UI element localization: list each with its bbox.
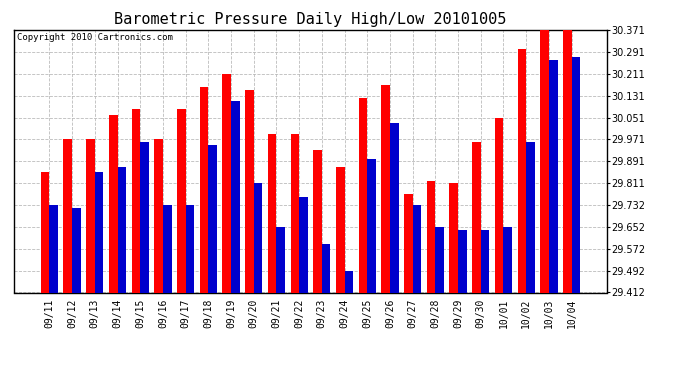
Bar bbox=[299, 197, 308, 292]
Bar bbox=[72, 208, 81, 292]
Bar bbox=[344, 271, 353, 292]
Bar bbox=[322, 243, 331, 292]
Bar bbox=[313, 150, 322, 292]
Bar bbox=[563, 30, 571, 292]
Bar bbox=[63, 140, 72, 292]
Bar bbox=[268, 134, 277, 292]
Bar bbox=[155, 140, 163, 292]
Bar bbox=[95, 172, 103, 292]
Bar bbox=[336, 167, 344, 292]
Bar bbox=[222, 74, 231, 292]
Bar bbox=[117, 167, 126, 292]
Bar bbox=[132, 110, 140, 292]
Bar bbox=[526, 142, 535, 292]
Bar bbox=[109, 115, 117, 292]
Bar bbox=[540, 30, 549, 292]
Bar bbox=[254, 183, 262, 292]
Bar bbox=[359, 98, 367, 292]
Bar bbox=[277, 227, 285, 292]
Bar bbox=[86, 140, 95, 292]
Bar bbox=[177, 110, 186, 292]
Bar bbox=[208, 145, 217, 292]
Bar bbox=[549, 60, 558, 292]
Bar bbox=[472, 142, 481, 292]
Bar bbox=[481, 230, 489, 292]
Bar bbox=[413, 205, 422, 292]
Bar bbox=[382, 85, 390, 292]
Bar bbox=[571, 57, 580, 292]
Bar bbox=[290, 134, 299, 292]
Bar bbox=[50, 205, 58, 292]
Bar bbox=[186, 205, 195, 292]
Title: Barometric Pressure Daily High/Low 20101005: Barometric Pressure Daily High/Low 20101… bbox=[115, 12, 506, 27]
Bar bbox=[390, 123, 399, 292]
Text: Copyright 2010 Cartronics.com: Copyright 2010 Cartronics.com bbox=[17, 33, 172, 42]
Bar bbox=[199, 87, 208, 292]
Bar bbox=[140, 142, 149, 292]
Bar bbox=[41, 172, 50, 292]
Bar bbox=[163, 205, 172, 292]
Bar bbox=[231, 101, 239, 292]
Bar bbox=[245, 90, 254, 292]
Bar bbox=[449, 183, 458, 292]
Bar bbox=[404, 194, 413, 292]
Bar bbox=[518, 49, 526, 292]
Bar bbox=[426, 180, 435, 292]
Bar bbox=[504, 227, 512, 292]
Bar bbox=[435, 227, 444, 292]
Bar bbox=[458, 230, 466, 292]
Bar bbox=[367, 159, 376, 292]
Bar bbox=[495, 118, 504, 292]
